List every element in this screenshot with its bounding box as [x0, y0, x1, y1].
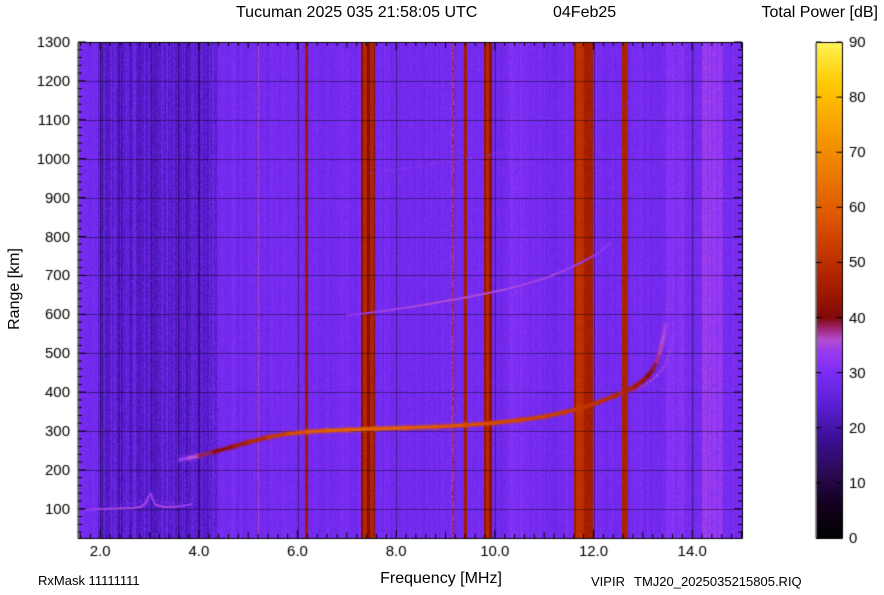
rxmask-text: RxMask 11111111: [38, 573, 140, 588]
colorbar-title: Total Power [dB]: [761, 4, 879, 21]
filename-text: TMJ20_2025035215805.RIQ: [634, 574, 802, 589]
plot-date: 04Feb25: [553, 4, 617, 21]
y-axis-label: Range [km]: [6, 248, 23, 330]
instrument-text: VIPIR: [591, 574, 625, 589]
x-axis-label: Frequency [MHz]: [380, 570, 502, 587]
plot-title: Tucuman 2025 035 21:58:05 UTC: [236, 4, 478, 21]
